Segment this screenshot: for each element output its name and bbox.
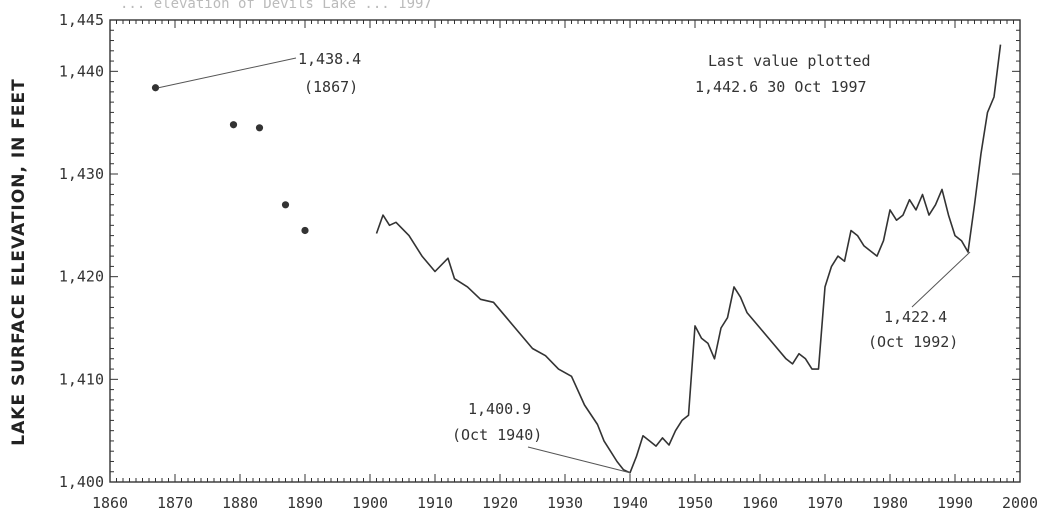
chart-title-fragment: ... elevation of Devils Lake ... 1997: [120, 0, 432, 12]
y-tick-labels: 1,400 1,410 1,420 1,430 1,440 1,445: [59, 11, 104, 491]
annotation-last-value-detail: 1,442.6 30 Oct 1997: [695, 78, 867, 96]
x-tick-label: 1860: [92, 494, 128, 512]
annotation-last-value-title: Last value plotted: [708, 52, 871, 70]
early-observation-point: [229, 121, 238, 129]
y-tick-label: 1,430: [59, 165, 104, 183]
x-tick-label: 1910: [417, 494, 453, 512]
x-tick-label: 1980: [872, 494, 908, 512]
x-tick-label: 1990: [937, 494, 973, 512]
x-tick-label: 1920: [482, 494, 518, 512]
x-tick-label: 1930: [547, 494, 583, 512]
early-points: [151, 84, 309, 235]
y-tick-label: 1,420: [59, 268, 104, 286]
annotation-1940-value: 1,400.9: [468, 400, 531, 418]
tick-marks: [109, 19, 1021, 483]
early-observation-point: [281, 201, 290, 209]
elevation-series-line: [375, 44, 1002, 474]
annotation-1867-date: (1867): [304, 78, 358, 96]
annotation-1992-value: 1,422.4: [884, 308, 947, 326]
plot-frame: [109, 19, 1021, 483]
y-tick-label: 1,445: [59, 11, 104, 29]
early-observation-point: [151, 84, 160, 92]
leader-1867: [158, 57, 297, 89]
series-group: [375, 44, 1002, 474]
y-tick-label: 1,440: [59, 62, 104, 80]
y-tick-label: 1,400: [59, 473, 104, 491]
annotation-1867-value: 1,438.4: [298, 50, 361, 68]
x-tick-labels: 1860 1870 1880 1890 1900 1910 1920 1930 1940 1950…: [92, 494, 1038, 512]
annotations: 1,438.4 (1867) Last value plotted 1,442.…: [158, 50, 971, 474]
x-tick-label: 1870: [157, 494, 193, 512]
leader-1992: [911, 251, 971, 308]
y-axis-label: LAKE SURFACE ELEVATION, IN FEET: [9, 78, 29, 445]
x-tick-label: 1880: [222, 494, 258, 512]
x-tick-label: 1970: [807, 494, 843, 512]
leader-1940: [527, 446, 631, 474]
x-tick-label: 1960: [742, 494, 778, 512]
annotation-1940-date: (Oct 1940): [452, 426, 542, 444]
annotation-1992-date: (Oct 1992): [868, 333, 958, 351]
early-observation-point: [301, 226, 309, 235]
x-tick-label: 1950: [677, 494, 713, 512]
y-tick-label: 1,410: [59, 370, 104, 388]
x-tick-label: 1890: [287, 494, 323, 512]
x-tick-label: 1940: [612, 494, 648, 512]
x-tick-label: 1900: [352, 494, 388, 512]
early-observation-point: [255, 124, 264, 132]
x-tick-label: 2000: [1002, 494, 1038, 512]
axes: [109, 19, 1021, 483]
